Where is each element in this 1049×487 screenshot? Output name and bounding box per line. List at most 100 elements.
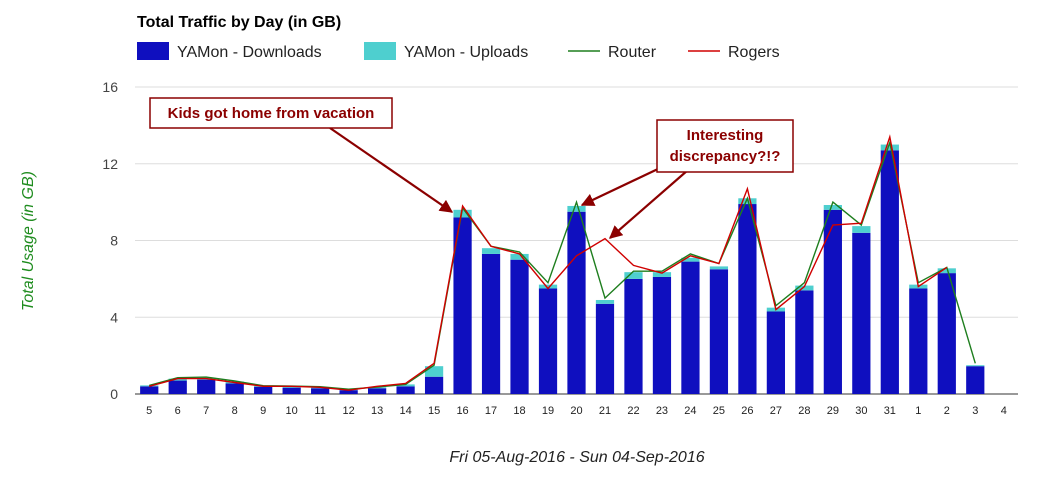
x-tick-label: 21 <box>599 405 611 417</box>
x-axis-label: Fri 05-Aug-2016 - Sun 04-Sep-2016 <box>449 449 704 466</box>
x-tick-label: 4 <box>1001 405 1007 417</box>
bar-uploads <box>396 384 415 387</box>
annotation-vacation-arrow <box>329 127 454 213</box>
x-axis-ticks: 5 6 7 8 9 10 11 12 13 14 15 16 17 18 19 20 21 22 23 24 25 26 2… <box>146 405 1007 417</box>
legend-label-downloads: YAMon - Downloads <box>177 44 322 61</box>
bar-uploads <box>481 248 501 254</box>
legend-label-uploads: YAMon - Uploads <box>404 44 528 61</box>
bar-downloads <box>197 379 216 394</box>
y-axis-label: Total Usage (in GB) <box>20 171 37 311</box>
x-tick-label: 25 <box>713 405 725 417</box>
bar-uploads <box>424 366 444 377</box>
bar-downloads <box>339 390 358 394</box>
bar-uploads <box>168 378 187 381</box>
bar-uploads <box>966 365 985 367</box>
x-tick-label: 22 <box>627 405 639 417</box>
bar-uploads <box>538 284 558 289</box>
x-tick-label: 14 <box>399 405 411 417</box>
x-tick-label: 8 <box>232 405 238 417</box>
bar-downloads <box>510 259 529 394</box>
bars <box>140 144 985 394</box>
y-tick-label: 8 <box>110 233 118 249</box>
y-tick-label: 4 <box>110 309 118 325</box>
bar-downloads <box>538 288 558 394</box>
x-tick-label: 30 <box>855 405 867 417</box>
bar-downloads <box>567 211 586 394</box>
bar-uploads <box>510 253 529 260</box>
bar-downloads <box>823 209 842 394</box>
bar-uploads <box>823 205 842 210</box>
y-tick-label: 12 <box>102 156 118 172</box>
annotation-discrepancy-arrow-1 <box>580 167 661 206</box>
bar-downloads <box>880 150 899 394</box>
bar-downloads <box>937 273 956 394</box>
x-tick-label: 2 <box>944 405 950 417</box>
bar-downloads <box>852 232 871 394</box>
bar-uploads <box>567 205 586 212</box>
x-tick-label: 6 <box>175 405 181 417</box>
bar-uploads <box>937 268 956 274</box>
annotation-discrepancy-arrow-2 <box>609 169 689 239</box>
annotation-discrepancy-box <box>656 119 794 173</box>
bar-uploads <box>852 226 871 233</box>
annotation-vacation-text: Kids got home from vacation <box>168 105 375 122</box>
x-tick-label: 29 <box>827 405 839 417</box>
bar-downloads <box>282 387 301 394</box>
x-tick-label: 27 <box>770 405 782 417</box>
x-tick-label: 20 <box>570 405 582 417</box>
y-axis-ticks: 0 4 8 12 16 <box>102 79 118 402</box>
bar-uploads <box>652 272 672 277</box>
bar-uploads <box>681 257 700 262</box>
bar-downloads <box>595 303 615 394</box>
legend-swatch-downloads <box>137 42 169 60</box>
x-tick-label: 12 <box>343 405 355 417</box>
x-tick-label: 18 <box>513 405 525 417</box>
line-rogers <box>149 134 948 391</box>
x-tick-label: 3 <box>972 405 978 417</box>
bar-downloads <box>140 386 159 394</box>
bar-downloads <box>652 276 672 394</box>
lines <box>149 134 976 391</box>
bar-uploads <box>738 198 757 205</box>
y-tick-label: 16 <box>102 79 118 95</box>
bar-downloads <box>738 204 757 394</box>
bar-downloads <box>709 269 729 394</box>
bar-uploads <box>595 299 615 304</box>
x-tick-label: 7 <box>203 405 209 417</box>
bar-uploads <box>880 144 899 151</box>
legend-label-rogers: Rogers <box>728 44 780 61</box>
bar-downloads <box>681 261 700 394</box>
bar-downloads <box>795 290 814 394</box>
x-tick-label: 19 <box>542 405 554 417</box>
chart-title: Total Traffic by Day (in GB) <box>137 14 341 31</box>
bar-downloads <box>966 366 985 394</box>
x-tick-label: 23 <box>656 405 668 417</box>
x-tick-label: 9 <box>260 405 266 417</box>
bar-downloads <box>624 278 643 394</box>
bar-downloads <box>311 388 330 394</box>
x-tick-label: 5 <box>146 405 152 417</box>
bar-downloads <box>424 376 444 394</box>
bar-downloads <box>367 388 387 394</box>
bar-downloads <box>225 383 244 394</box>
legend-label-router: Router <box>608 44 657 61</box>
bar-downloads <box>168 380 187 394</box>
bar-uploads <box>795 285 814 291</box>
annotation-vacation: Kids got home from vacation <box>149 97 454 213</box>
bar-downloads <box>766 311 786 394</box>
line-router <box>149 139 976 390</box>
x-tick-label: 15 <box>428 405 440 417</box>
bar-downloads <box>254 386 273 394</box>
bar-uploads <box>453 209 472 218</box>
bar-uploads <box>624 272 643 279</box>
x-tick-label: 11 <box>314 405 325 417</box>
bar-downloads <box>396 386 415 394</box>
x-tick-label: 31 <box>884 405 896 417</box>
bar-downloads <box>909 288 928 394</box>
annotation-vacation-box <box>149 97 393 129</box>
x-tick-label: 24 <box>684 405 696 417</box>
x-tick-label: 28 <box>798 405 810 417</box>
x-tick-label: 13 <box>371 405 383 417</box>
